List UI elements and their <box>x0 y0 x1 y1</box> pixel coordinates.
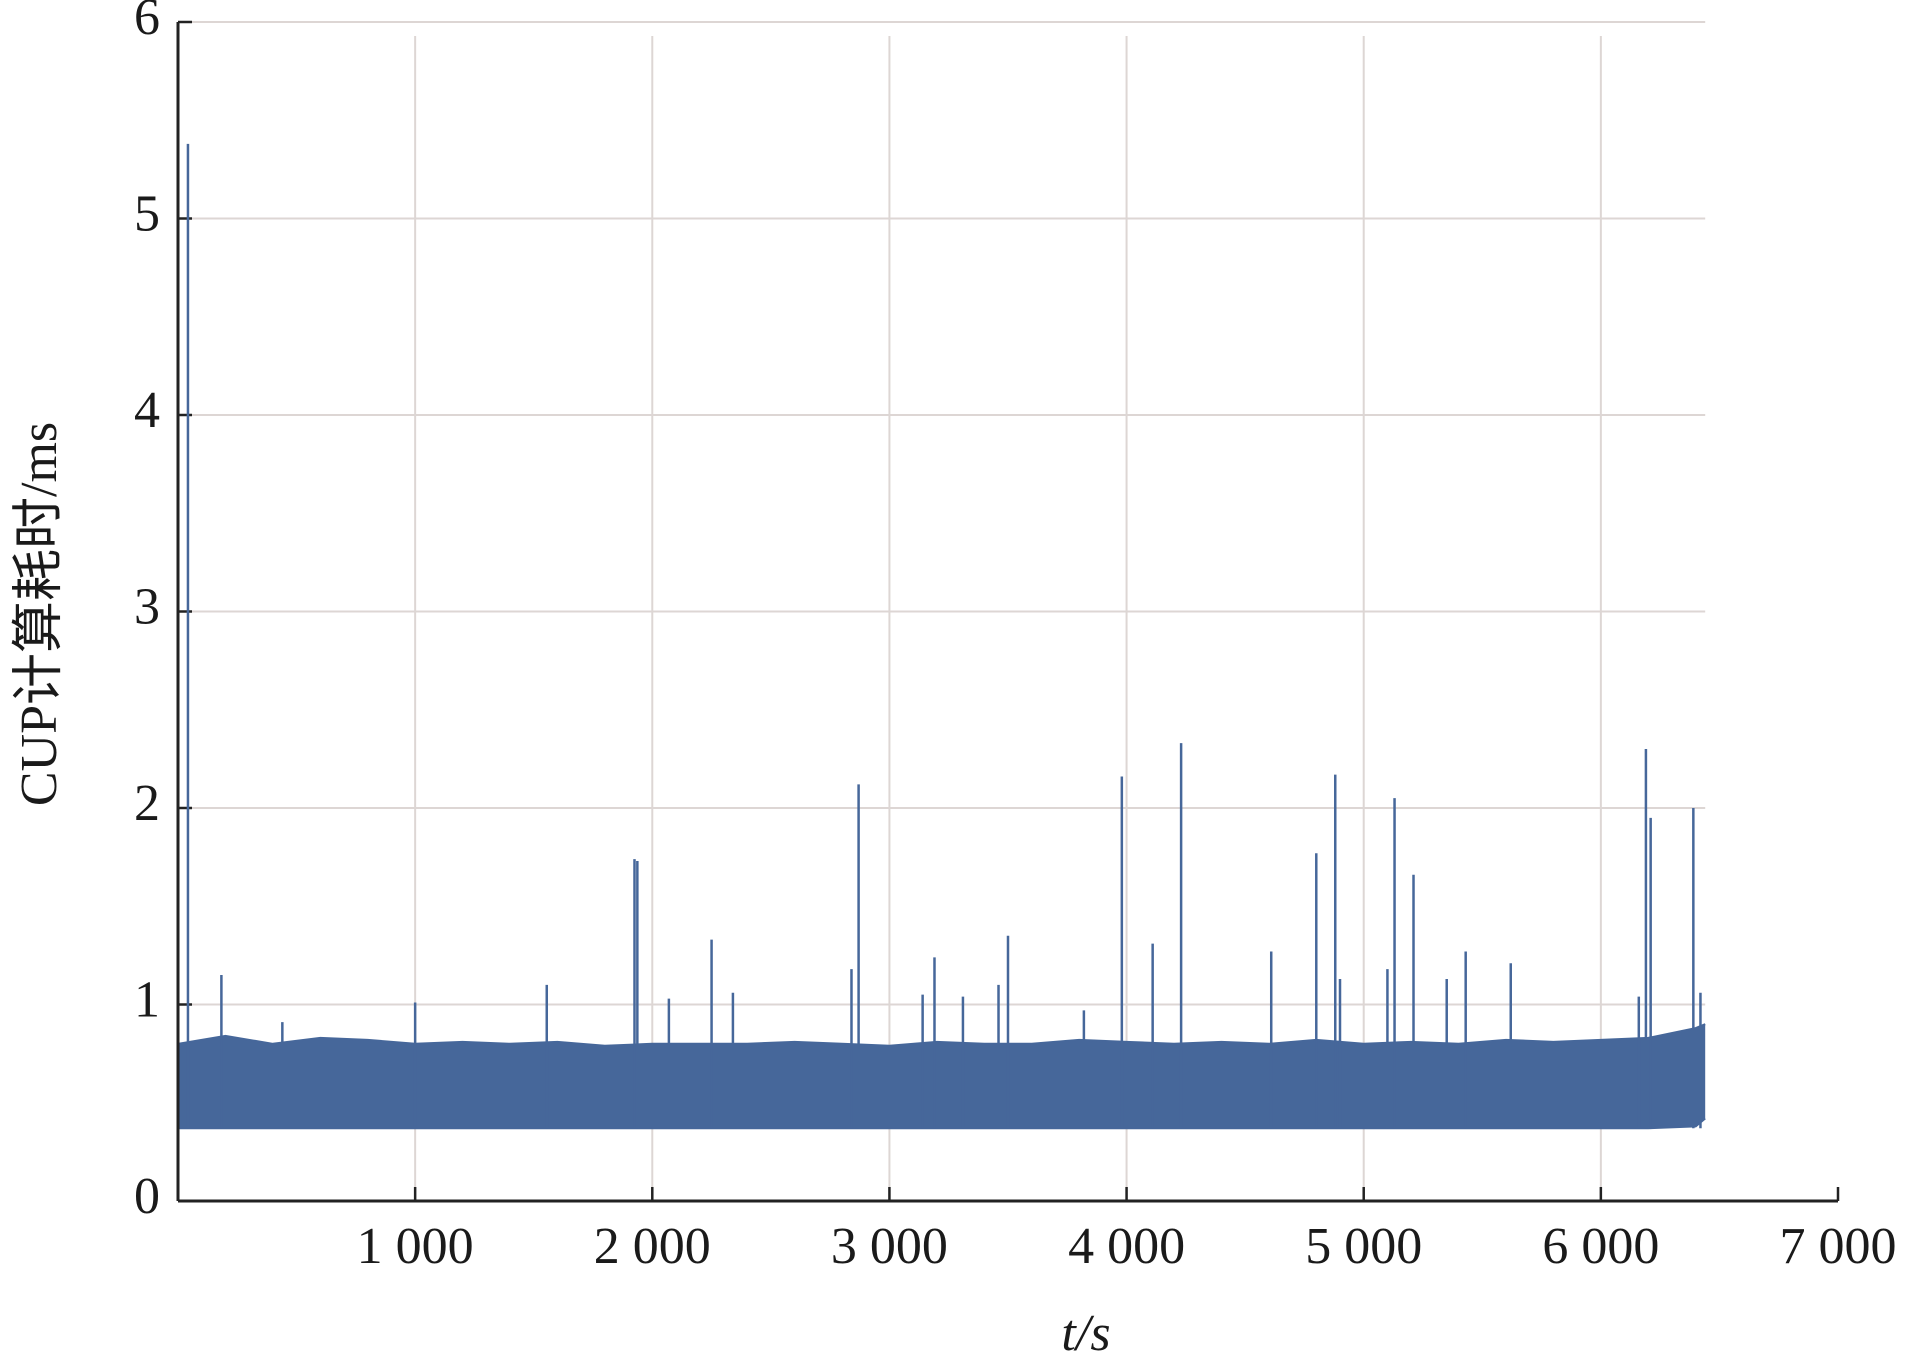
y-tick-label: 4 <box>134 382 160 439</box>
band-area <box>178 1024 1706 1129</box>
y-axis-label: CUP计算耗时/ms <box>11 422 68 806</box>
x-tick-label: 5 000 <box>1305 1218 1422 1275</box>
y-tick-label: 1 <box>134 971 160 1028</box>
x-tick-label: 6 000 <box>1542 1218 1659 1275</box>
y-tick-label: 2 <box>134 775 160 832</box>
y-tick-label: 0 <box>134 1168 160 1225</box>
y-tick-label: 3 <box>134 578 160 635</box>
x-tick-label: 2 000 <box>594 1218 711 1275</box>
x-tick-label: 7 000 <box>1780 1218 1897 1275</box>
x-tick-label: 4 000 <box>1068 1218 1185 1275</box>
x-tick-label: 3 000 <box>831 1218 948 1275</box>
y-tick-label: 5 <box>134 185 160 242</box>
series-line <box>177 1023 1706 1047</box>
y-tick-label: 6 <box>134 0 160 46</box>
series-line <box>178 1117 1706 1130</box>
x-axis-label: t/s <box>1061 1305 1110 1362</box>
x-tick-label: 1 000 <box>357 1218 474 1275</box>
